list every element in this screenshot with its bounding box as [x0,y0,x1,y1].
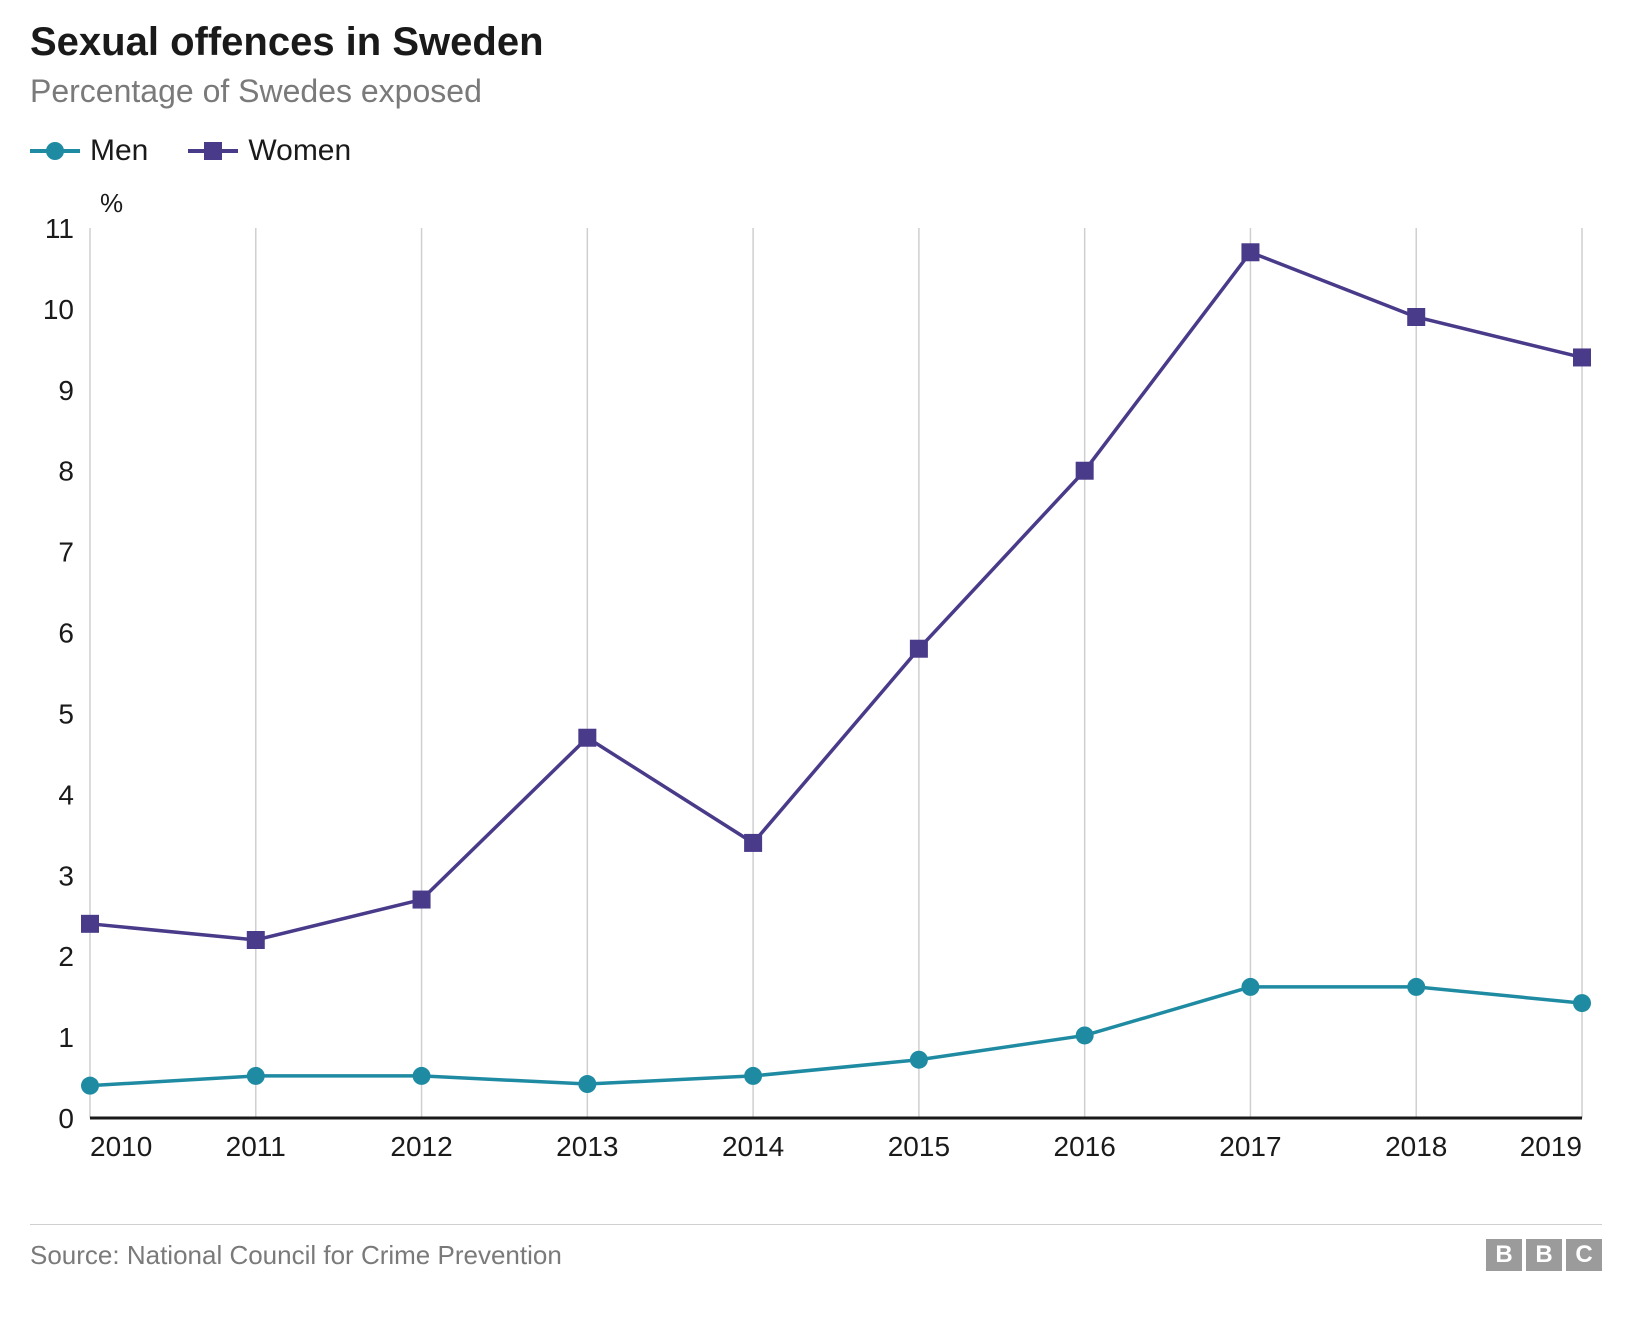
svg-text:2013: 2013 [556,1131,618,1162]
svg-text:4: 4 [58,779,74,810]
svg-text:2014: 2014 [722,1131,784,1162]
legend-item-men: Men [30,134,148,168]
svg-text:2: 2 [58,941,74,972]
legend-item-women: Women [188,134,351,168]
logo-letter: B [1486,1239,1522,1271]
svg-text:9: 9 [58,375,74,406]
svg-text:7: 7 [58,537,74,568]
svg-text:1: 1 [58,1022,74,1053]
svg-text:2017: 2017 [1219,1131,1281,1162]
svg-text:8: 8 [58,456,74,487]
svg-text:2010: 2010 [90,1131,152,1162]
chart-subtitle: Percentage of Swedes exposed [30,73,1602,110]
svg-text:5: 5 [58,698,74,729]
legend-label: Men [90,134,148,168]
legend: Men Women [30,134,1602,168]
source-text: Source: National Council for Crime Preve… [30,1240,562,1271]
logo-letter: B [1526,1239,1562,1271]
legend-label: Women [248,134,351,168]
svg-text:2019: 2019 [1520,1131,1582,1162]
bbc-logo: B B C [1486,1239,1602,1271]
svg-text:0: 0 [58,1103,74,1134]
svg-text:3: 3 [58,860,74,891]
svg-text:10: 10 [43,294,74,325]
logo-letter: C [1566,1239,1602,1271]
chart-title: Sexual offences in Sweden [30,20,1602,65]
footer: Source: National Council for Crime Preve… [30,1224,1602,1271]
svg-text:2015: 2015 [888,1131,950,1162]
line-chart: 0 1 2 3 4 5 6 7 8 9 10 11 2010 2011 2012 2013 2014 2015 20… [30,218,1602,1178]
svg-text:11: 11 [45,218,74,244]
svg-text:2012: 2012 [390,1131,452,1162]
svg-text:2018: 2018 [1385,1131,1447,1162]
chart-area: % 0 1 2 3 4 5 6 7 8 9 10 11 2010 2011 2012 2013 2014 2015… [30,188,1602,1208]
svg-text:6: 6 [58,618,74,649]
svg-text:2011: 2011 [226,1131,286,1162]
y-axis-unit: % [100,188,123,219]
svg-text:2016: 2016 [1054,1131,1116,1162]
